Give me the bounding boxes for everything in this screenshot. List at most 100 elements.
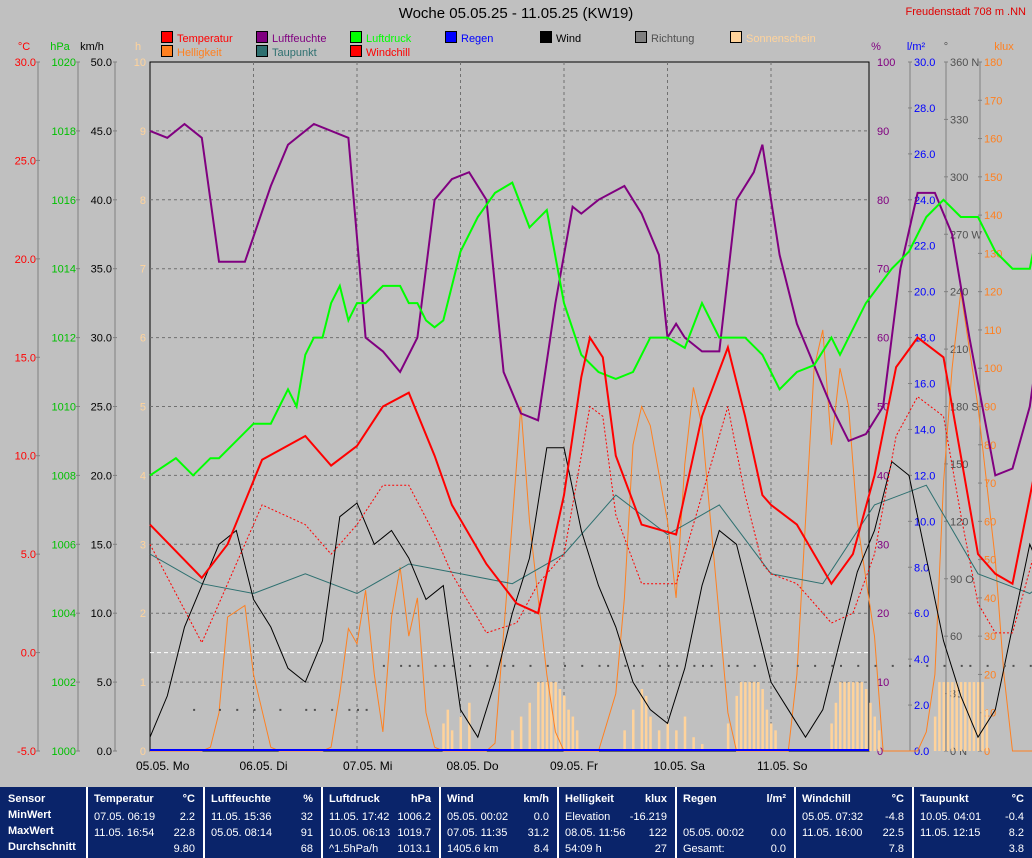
direction-dot [331,708,334,711]
sunshine-bar [951,682,954,751]
axis-unit-label: ° [944,41,948,53]
axis-tick-label: 90 O [950,574,974,586]
axis-tick-label: 10 [877,677,889,689]
axis-tick-label: 120 [984,287,1002,299]
sunshine-bar [735,695,738,751]
sunshine-bar [981,682,984,751]
axis-tick-label: 28.0 [914,103,935,115]
stats-cell: 08.05. 11:56 122 [565,827,667,839]
axis-tick-label: 10 [134,57,146,69]
axis-tick-label: 4 [140,470,146,482]
day-label: 11.05. So [757,759,808,773]
axis-tick-label: 0.0 [97,746,112,758]
direction-dot [313,708,316,711]
axis-tick-label: 30.0 [914,57,935,69]
legend-label: Luftdruck [366,33,412,45]
weather-chart: 30.025.020.015.010.05.00.0-5.0°C10201018… [15,41,1032,773]
sunshine-bar [442,723,445,751]
axis-tick-label: 1010 [52,402,76,414]
sunshine-bar [752,682,756,751]
axis-tick-label: 270 W [950,229,982,241]
axis-tick-label: 0.0 [914,746,929,758]
axis-tick-label: 30.0 [15,57,36,69]
axis-tick-label: 7 [140,264,146,276]
sunshine-bar [446,709,450,751]
direction-dot [658,664,661,667]
direction-dot [469,664,472,667]
sunshine-bar [692,737,695,751]
axis-tick-label: 0 [877,746,883,758]
axis-tick-label: 100 [984,363,1002,375]
legend-item: Sonnenschein [730,31,816,45]
windchill-line [149,395,1032,644]
chart-title: Woche 05.05.25 - 11.05.25 (KW19) [398,5,634,22]
legend-label: Windchill [366,47,411,59]
sunshine-bar [649,716,652,751]
sunshine-bar [640,688,644,751]
axis-tick-label: 20.0 [15,254,36,266]
axis-tick-label: 1008 [52,470,76,482]
direction-dot [874,664,877,667]
direction-dot [891,664,894,667]
axis-tick-label: 40.0 [91,195,112,207]
sunshine-bar [657,730,661,751]
legend-item: Wind [540,31,581,45]
sunshine-bar [938,682,941,751]
axis-tick-label: -5.0 [17,746,36,758]
stats-column-unit: °C [1011,793,1024,805]
sunshine-bar [459,716,462,751]
direction-dot [236,708,239,711]
direction-dot [598,664,601,667]
legend-swatch [730,31,742,43]
sunshine-bar [567,709,570,751]
legend-item: Regen [445,31,493,45]
axis-tick-label: 40 [984,593,996,605]
stats-cell: 11.05. 16:54 22.8 [94,827,195,839]
axis-tick-label: 180 [984,57,1002,69]
sunshine-bar [739,682,743,751]
axis-tick-label: 60 [877,333,889,345]
direction-dot [451,664,454,667]
direction-dot [529,664,532,667]
wind-line [149,447,1032,739]
stats-cell: 05.05. 00:02 0.0 [683,827,786,839]
stats-cell: 07.05. 11:35 31.2 [447,827,549,839]
sunshine-bar [744,682,747,751]
direction-dot [676,664,679,667]
axis-tick-label: 50 [984,555,996,567]
sunshine-bar [847,682,851,751]
legend-label: Taupunkt [272,47,317,59]
sunshine-bar [528,702,531,751]
axis-tick-label: 2.0 [914,700,929,712]
sunshine-bar [860,682,864,751]
legend-label: Regen [461,33,494,45]
plot-area [149,61,870,752]
stats-cell: 11.05. 16:00 22.5 [802,827,904,839]
stats-column-unit: % [303,793,313,805]
sunshine-bar [468,702,471,751]
legend-item: Luftdruck [350,31,411,45]
stats-cell: Gesamt: 0.0 [683,843,786,855]
axis-tick-label: 130 [984,248,1002,260]
direction-dot [693,664,696,667]
sunshine-bar [774,730,777,751]
stats-column: Windchill °C 05.05. 07:32 -4.8 11.05. 16:00 2… [796,787,912,858]
axis-tick-label: 120 [950,516,968,528]
sunshine-bar [675,730,678,751]
axis-tick-label: 15.0 [91,539,112,551]
sunshine-bar [545,682,549,751]
axis-tick-label: 1016 [52,195,76,207]
axis-tick-label: 0.0 [21,648,36,660]
stats-cell: ^1.5hPa/h 1013.1 [329,843,431,855]
axis-tick-label: 0 [140,746,146,758]
sunshine-bar [843,682,846,751]
sunshine-bar [765,709,769,751]
axis-tick-label: 25.0 [91,402,112,414]
stats-column: Temperatur °C 07.05. 06:19 2.2 11.05. 16:54 2… [88,787,203,858]
stats-column-title: Luftfeuchte [211,793,271,805]
axis-tick-label: 360 N [950,57,979,69]
humidity-line [149,122,1032,477]
legend-swatch [635,31,647,43]
stats-cell: Elevation -16.219 [565,811,667,823]
legend-swatch [161,45,173,57]
